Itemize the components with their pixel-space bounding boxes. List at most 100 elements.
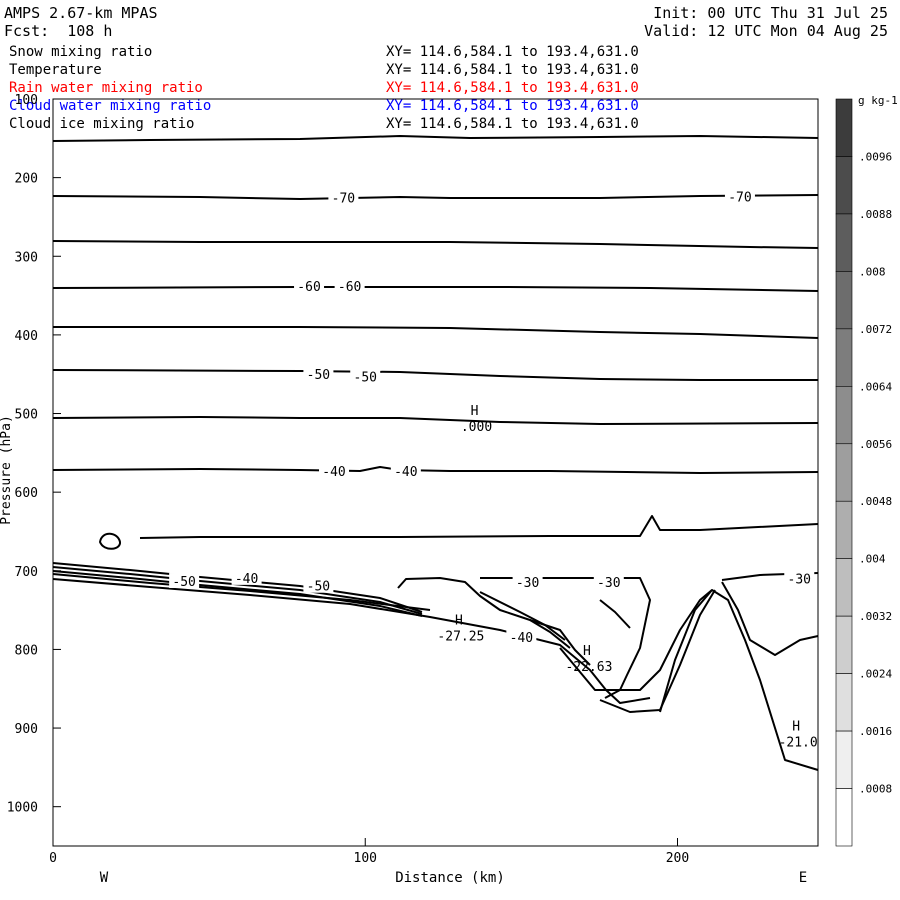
contour-label: -70 [332, 191, 355, 206]
contour-line [52, 570, 423, 617]
extremum-mark: H [792, 719, 800, 734]
contour-label-bg [303, 366, 334, 382]
contour-label: -40 [322, 465, 345, 480]
extremum-mark: H [455, 613, 463, 628]
contour-label: -40 [394, 465, 417, 480]
contour-line [529, 619, 571, 649]
colorbar-tick-label: .0088 [859, 208, 892, 221]
legend-cloud-ice-range: XY= 114.6,584.1 to 193.4,631.0 [386, 116, 639, 132]
colorbar-box [835, 500, 853, 559]
model-title: AMPS 2.67-km MPAS [4, 4, 158, 22]
legend-temperature-range: XY= 114.6,584.1 to 193.4,631.0 [386, 62, 639, 78]
contour-line [52, 416, 819, 425]
contour-label: -50 [307, 580, 330, 595]
y-axis-label: Pressure (hPa) [0, 415, 14, 525]
contour-line [52, 466, 819, 474]
contour-label: -30 [597, 576, 620, 591]
legend-rain-range: XY= 114.6,584.1 to 193.4,631.0 [386, 80, 639, 96]
y-tick-label: 300 [15, 250, 38, 265]
y-axis-ticks: 100 200 300 400 500 600 700 800 900 1000 [7, 93, 61, 816]
contour-line [479, 591, 566, 641]
colorbar-tick-label: .0048 [859, 495, 892, 508]
contour-label: -40 [235, 572, 258, 587]
legend-temperature-name: Temperature [9, 62, 102, 78]
colorbar-tick-label: .0096 [859, 150, 892, 163]
colorbar-box [835, 558, 853, 617]
contour-line [52, 135, 819, 142]
contour-label-bg [350, 368, 381, 384]
y-tick-label: 600 [15, 486, 38, 501]
colorbar-box [835, 98, 853, 157]
y-tick-label: 900 [15, 722, 38, 737]
contour-label-bg [506, 628, 537, 644]
y-tick-label: 100 [15, 93, 38, 108]
colorbar-box [835, 271, 853, 330]
contour-label-bg [512, 573, 543, 589]
valid-time: Valid: 12 UTC Mon 04 Aug 25 [644, 22, 888, 40]
x-tick-label: 100 [354, 851, 377, 866]
extremum-value: -27.25 [437, 629, 484, 644]
contour-label: -60 [338, 280, 361, 295]
contour-label-bg [593, 573, 624, 589]
colorbar-box [835, 673, 853, 732]
y-tick-label: 400 [15, 329, 38, 344]
colorbar-tick-label: .008 [859, 265, 886, 278]
x-tick-label: 200 [666, 851, 689, 866]
colorbar-tick-label: .0064 [859, 380, 892, 393]
extremum-value: -22.63 [565, 660, 612, 675]
contour-label-bg [724, 188, 755, 204]
contour-label-bg [294, 278, 325, 294]
contour-labels: -70 -70 -60 -60 -50 -50 -40 -40 -50 -40 -50 -30 -30 -… [169, 188, 815, 646]
colorbar-tick-label: .0072 [859, 323, 892, 336]
colorbar-tick-label: .0032 [859, 610, 892, 623]
contour-line [99, 532, 121, 550]
legend-rain-name: Rain water mixing ratio [9, 80, 203, 96]
contour-label-bg [319, 462, 350, 478]
y-tick-label: 700 [15, 565, 38, 580]
legend-cloud-water-range: XY= 114.6,584.1 to 193.4,631.0 [386, 98, 639, 114]
extremum-mark: H [471, 404, 479, 419]
contour-line [599, 599, 631, 629]
extremum-mark: H [583, 644, 591, 659]
colorbar-tick-label: .0016 [859, 725, 892, 738]
contour-line [659, 589, 819, 771]
y-tick-label: 800 [15, 643, 38, 658]
contour-line [53, 326, 819, 339]
colorbar-box [835, 156, 853, 215]
colorbar-tick-label: .004 [859, 553, 886, 566]
colorbar-box [835, 615, 853, 674]
contour-line [139, 515, 819, 539]
extremum-value: -21.0 [779, 735, 818, 750]
x-axis-label: Distance (km) [395, 870, 505, 886]
contour-line [599, 589, 716, 713]
contour-label: -50 [354, 371, 377, 386]
y-tick-label: 500 [15, 408, 38, 423]
x-axis-ticks: 0 100 200 [49, 838, 689, 866]
contour-label-bg [169, 573, 200, 589]
colorbar: .0096 .0088 .008 .0072 .0064 .0056 .0048 .004 .0… [835, 98, 892, 847]
contour-label-bg [231, 569, 262, 585]
contour-line [52, 369, 818, 381]
contour-line [52, 240, 819, 249]
forecast-hour: Fcst: 108 h [4, 22, 113, 40]
contour-label: -50 [172, 575, 195, 590]
legend-cloud-ice-name: Cloud ice mixing ratio [9, 116, 195, 132]
colorbar-unit: g kg-1 [858, 94, 898, 107]
colorbar-box [835, 328, 853, 387]
colorbar-tick-label: .0008 [859, 783, 892, 796]
contour-label: -50 [307, 368, 330, 383]
legend-snow-range: XY= 114.6,584.1 to 193.4,631.0 [386, 44, 639, 60]
colorbar-box [835, 788, 853, 847]
contour-label-bg [328, 189, 359, 205]
contour-label-bg [784, 570, 815, 586]
x-axis-east-label: E [799, 870, 807, 886]
contour-line [52, 573, 431, 611]
contour-label-bg [334, 278, 365, 294]
contour-label-bg [390, 462, 421, 478]
contour-label: -30 [516, 576, 539, 591]
colorbar-box [835, 213, 853, 272]
contour-line [52, 286, 819, 292]
y-tick-label: 1000 [7, 801, 38, 816]
